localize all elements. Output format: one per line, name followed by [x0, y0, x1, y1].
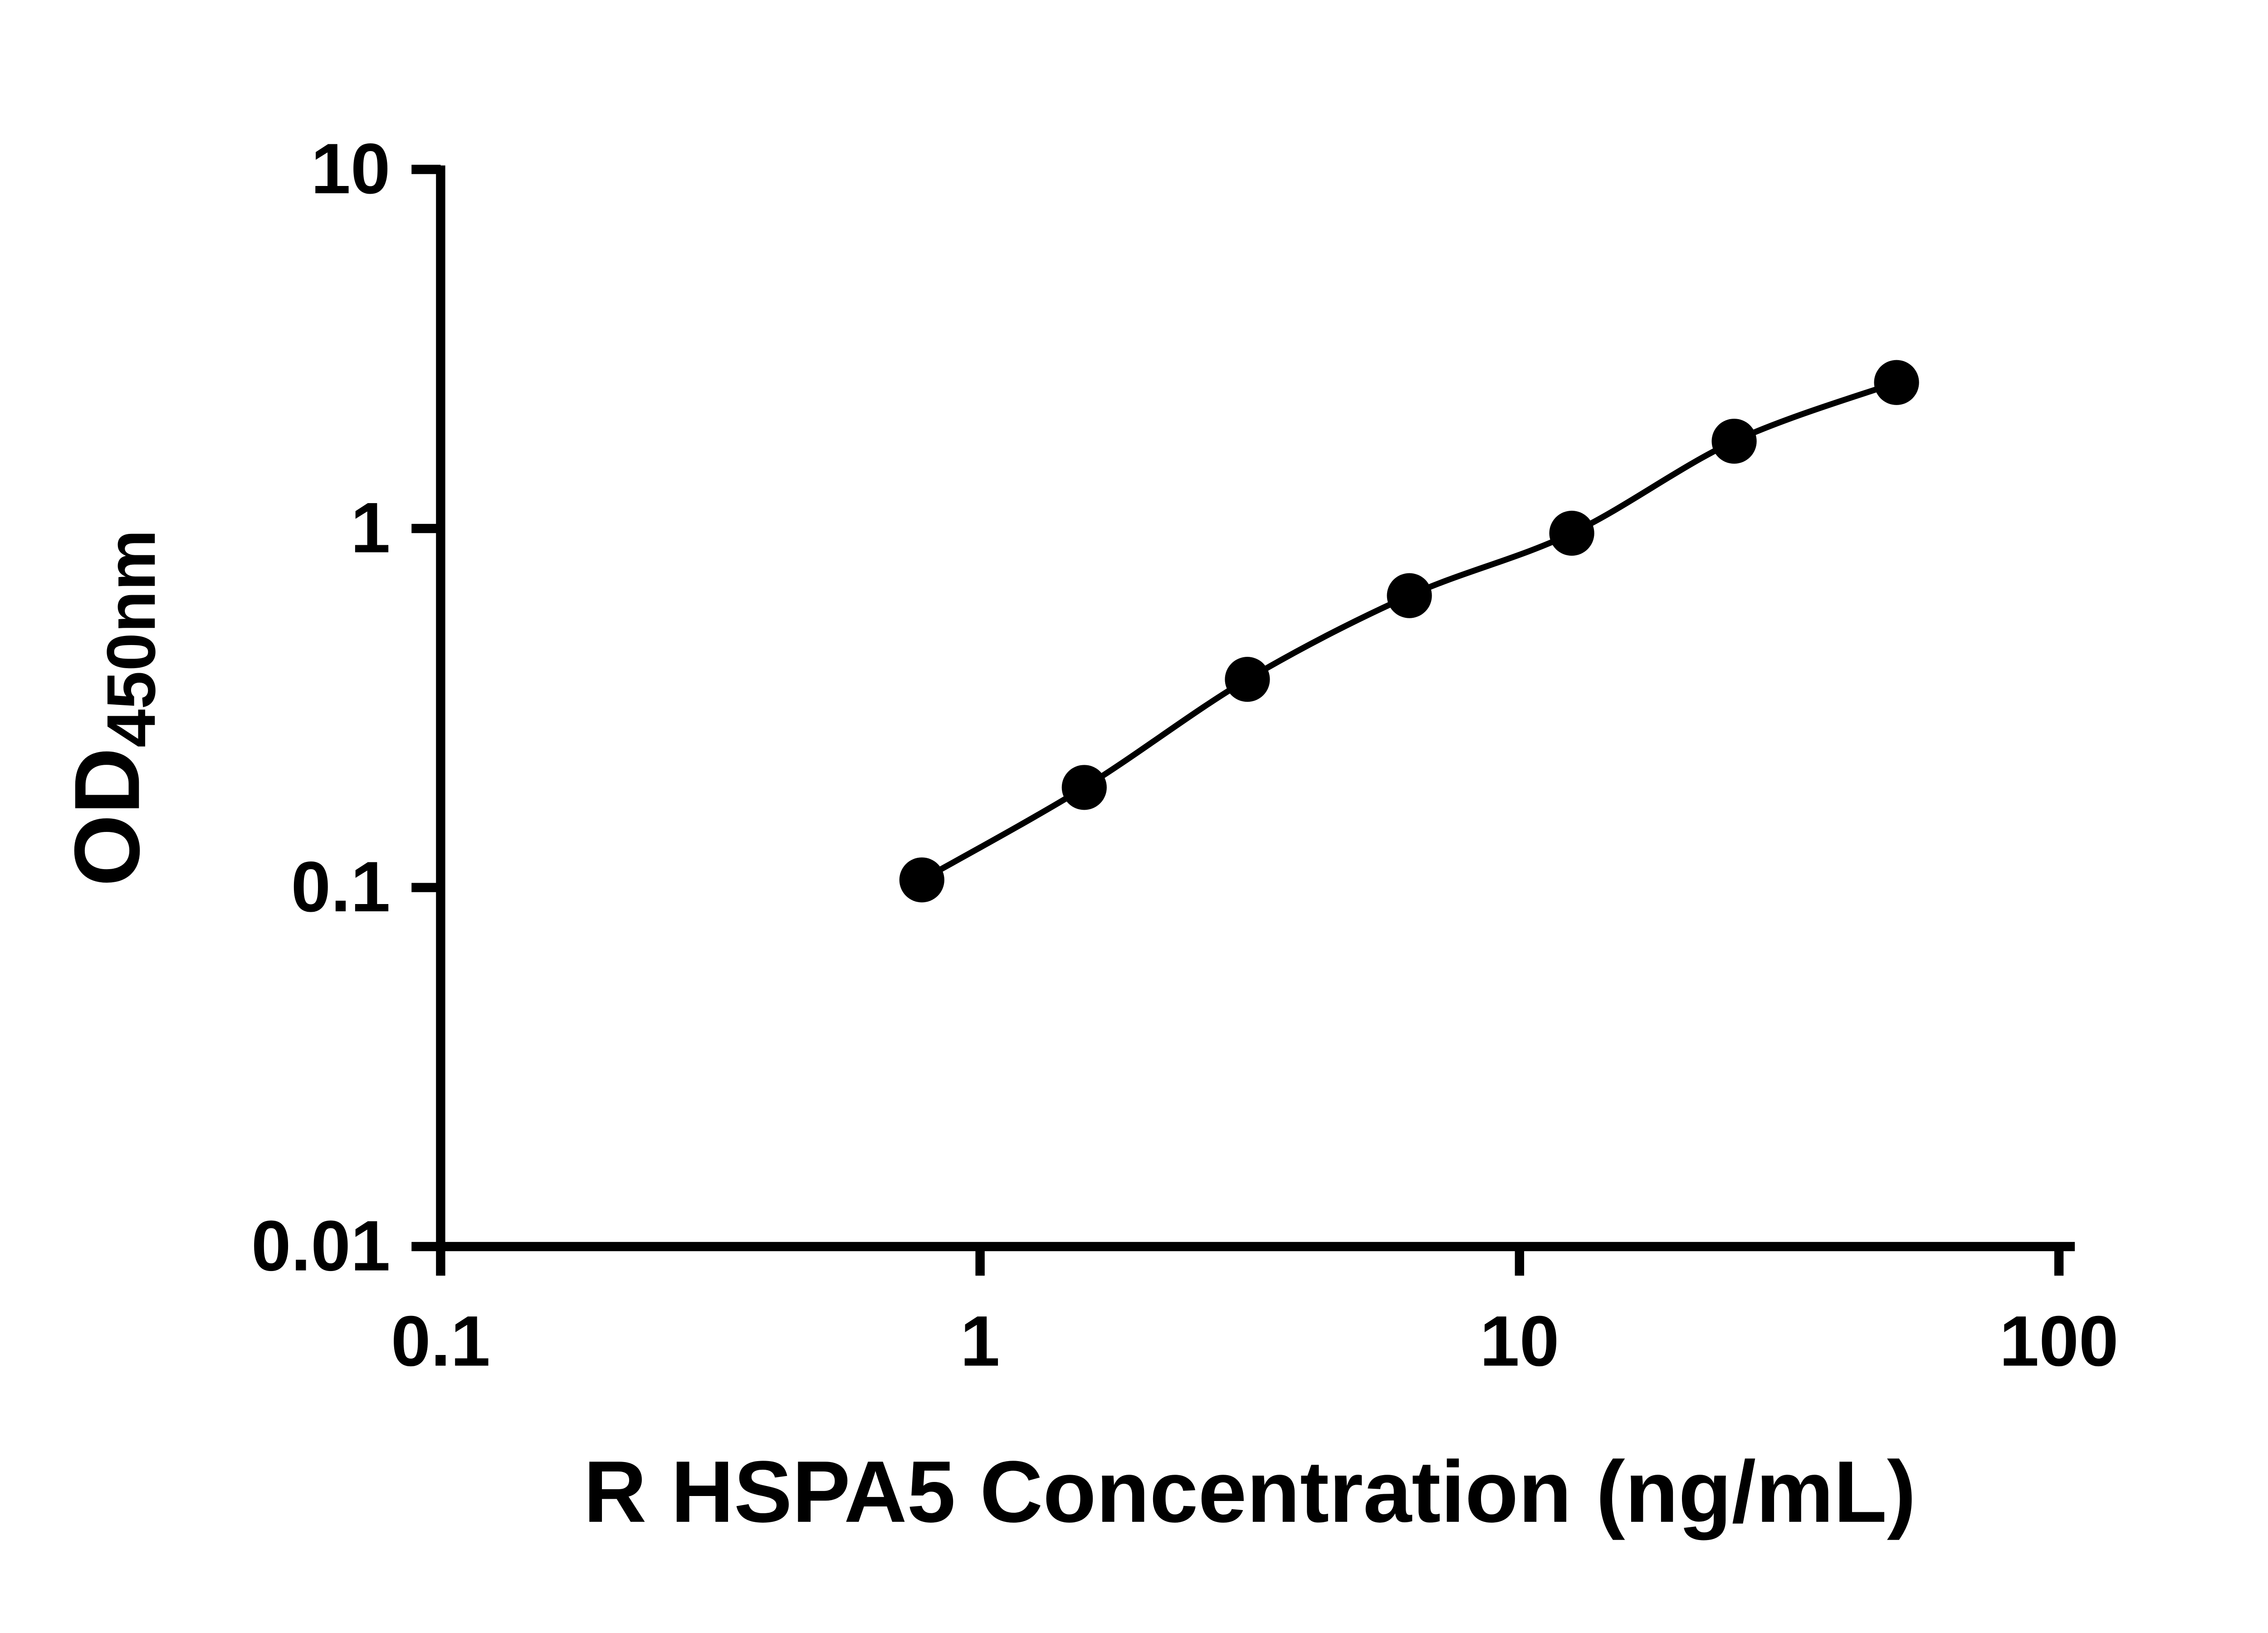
y-tick-label: 0.01	[251, 1206, 391, 1286]
y-axis-title-main: OD	[55, 748, 159, 886]
x-tick-label: 0.1	[391, 1301, 490, 1381]
series-curve	[920, 380, 1898, 883]
data-point	[1549, 510, 1594, 556]
data-point	[1711, 419, 1757, 464]
data-point	[1387, 573, 1432, 618]
data-point	[1061, 765, 1107, 810]
y-tick-label: 1	[351, 488, 391, 568]
data-point	[1225, 657, 1270, 702]
x-axis-title: R HSPA5 Concentration (ng/mL)	[583, 1443, 1916, 1540]
data-point	[1874, 360, 1919, 405]
x-tick-label: 100	[1999, 1301, 2119, 1381]
x-tick-label: 1	[960, 1301, 1000, 1381]
data-point	[899, 857, 944, 903]
y-tick-label: 0.1	[291, 847, 391, 927]
x-tick-label: 10	[1480, 1301, 1559, 1381]
y-axis-title-subscript: 450nm	[93, 529, 170, 748]
y-tick-label: 10	[311, 129, 390, 209]
y-axis-title: OD450nm	[55, 529, 170, 886]
